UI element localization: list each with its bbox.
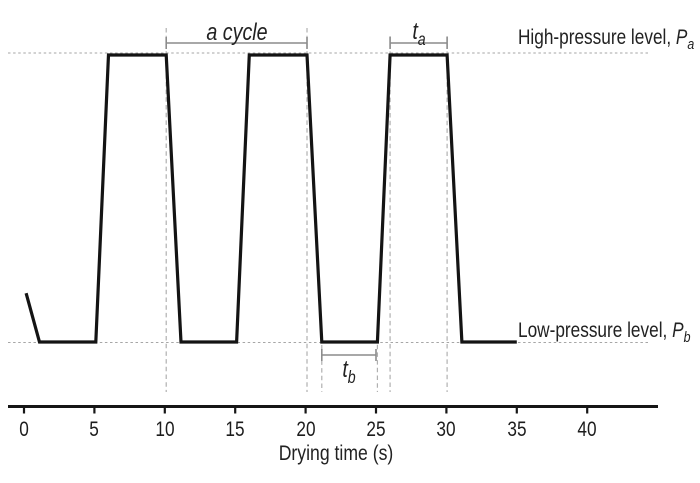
x-tick-label: 25 <box>366 418 386 441</box>
high-pressure-level-label: High-pressure level, Pa <box>518 26 700 54</box>
x-axis-title-text: Drying time (s) <box>278 441 394 465</box>
high-level-text: High-pressure level, <box>518 26 676 49</box>
low-level-subscript: b <box>683 329 691 347</box>
x-tick-label: 0 <box>19 418 29 441</box>
low-pressure-level-label: Low-pressure level, Pb <box>518 319 700 347</box>
ta-subscript: a <box>417 28 426 49</box>
a-cycle-annotation-label: a cycle <box>199 19 274 47</box>
a-cycle-text: a cycle <box>205 19 268 46</box>
ta-symbol: t <box>411 18 418 45</box>
x-tick-label: 5 <box>89 418 100 441</box>
x-tick-label: 15 <box>225 418 245 441</box>
x-tick-label: 30 <box>436 418 456 441</box>
tb-subscript: b <box>347 366 356 387</box>
low-level-text: Low-pressure level, <box>518 319 673 342</box>
x-tick-label: 35 <box>507 418 527 441</box>
x-tick-label: 10 <box>155 418 175 441</box>
low-level-symbol: P <box>672 319 684 342</box>
x-tick-label: 40 <box>577 418 597 441</box>
pressure-waveform <box>24 53 517 344</box>
x-axis-title: Drying time (s) <box>266 441 406 466</box>
tb-annotation-label: tb <box>341 356 357 388</box>
high-level-symbol: P <box>675 26 688 49</box>
high-level-subscript: a <box>687 36 695 54</box>
ta-annotation-label: ta <box>410 18 426 50</box>
tb-symbol: t <box>342 356 348 383</box>
x-tick-label: 20 <box>296 418 316 441</box>
